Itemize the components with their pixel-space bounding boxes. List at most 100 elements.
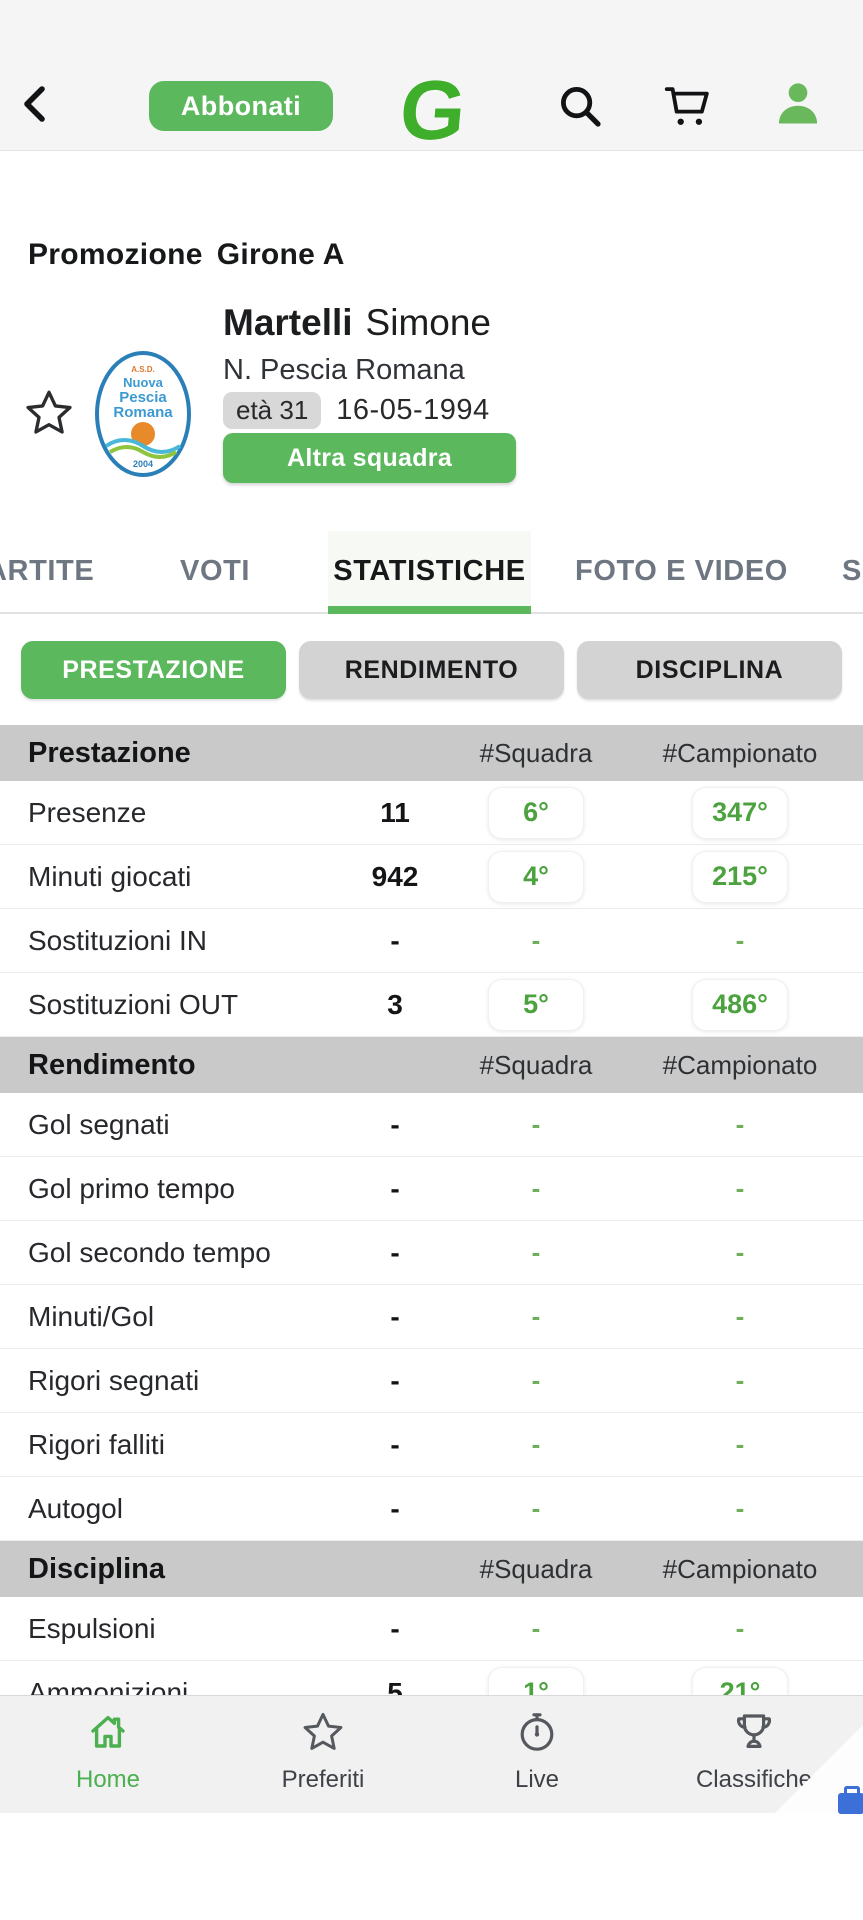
top-header: Abbonati G (0, 0, 863, 157)
rank-empty: - (735, 1613, 745, 1643)
nav-label: Home (75, 1766, 141, 1793)
row-value: - (390, 1300, 400, 1332)
nav-label: Live (514, 1766, 560, 1793)
row-label: Sostituzioni IN (28, 924, 207, 956)
tab-next-partial[interactable]: SU (842, 555, 863, 587)
rank-empty: - (735, 1429, 745, 1459)
rank-pill: 5° (488, 978, 584, 1031)
col-header-squadra: #Squadra (479, 1553, 593, 1584)
rank-empty: - (735, 1109, 745, 1139)
favorite-star-icon[interactable] (22, 386, 76, 440)
rank-empty: - (531, 1173, 541, 1203)
rank-pill: 215° (692, 850, 788, 903)
row-label: Rigori falliti (28, 1428, 165, 1460)
stats-table: Prestazione #Squadra #Campionato Presenz… (0, 725, 863, 1725)
table-row: Sostituzioni OUT 3 5° 486° (0, 973, 863, 1037)
nav-live[interactable]: Live (452, 1708, 622, 1794)
trophy-icon (730, 1708, 778, 1761)
col-header-campionato: #Campionato (662, 737, 818, 768)
row-label: Gol primo tempo (28, 1172, 235, 1204)
rank-empty: - (735, 1301, 745, 1331)
tab-statistiche[interactable]: STATISTICHE (328, 531, 531, 614)
subtab-disciplina[interactable]: DISCIPLINA (577, 641, 842, 699)
col-header-squadra: #Squadra (479, 1049, 593, 1080)
rank-pill: 347° (692, 786, 788, 839)
row-label: Gol secondo tempo (28, 1236, 271, 1268)
subtab-rendimento[interactable]: RENDIMENTO (299, 641, 564, 699)
rank-empty: - (735, 1237, 745, 1267)
row-value: 942 (371, 860, 419, 892)
nav-preferiti[interactable]: Preferiti (238, 1708, 408, 1794)
stat-filter-bar: PRESTAZIONE RENDIMENTO DISCIPLINA (0, 641, 863, 699)
nav-home[interactable]: Home (23, 1708, 193, 1794)
row-label: Sostituzioni OUT (28, 988, 239, 1020)
table-row: Sostituzioni IN - - - (0, 909, 863, 973)
stopwatch-icon (513, 1708, 561, 1761)
app-logo[interactable]: G (396, 62, 470, 157)
rank-pill: 6° (488, 786, 584, 839)
badge-year: 2004 (133, 459, 153, 469)
col-header-squadra: #Squadra (479, 737, 593, 768)
star-icon (299, 1708, 347, 1761)
tab-voti[interactable]: VOTI (180, 555, 251, 587)
row-value: 3 (387, 988, 403, 1020)
tab-partite[interactable]: ARTITE (0, 555, 95, 587)
rank-empty: - (531, 925, 541, 955)
rank-pill: 4° (488, 850, 584, 903)
row-label: Autogol (28, 1492, 123, 1524)
table-row: Espulsioni - - - (0, 1597, 863, 1661)
row-value: - (390, 1492, 400, 1524)
table-row: Gol segnati - - - (0, 1093, 863, 1157)
row-label: Gol segnati (28, 1108, 170, 1140)
row-value: - (390, 1172, 400, 1204)
rank-empty: - (735, 925, 745, 955)
table-row: Minuti/Gol - - - (0, 1285, 863, 1349)
col-header-campionato: #Campionato (662, 1553, 818, 1584)
table-row: Gol secondo tempo - - - (0, 1221, 863, 1285)
row-label: Minuti giocati (28, 860, 192, 892)
birth-date: 16-05-1994 (336, 394, 490, 426)
other-team-button[interactable]: Altra squadra (223, 433, 516, 483)
back-icon[interactable] (12, 80, 60, 128)
profile-icon[interactable] (772, 77, 824, 131)
rank-empty: - (531, 1429, 541, 1459)
subtab-prestazione[interactable]: PRESTAZIONE (21, 641, 286, 699)
row-value: - (390, 1236, 400, 1268)
badge-line3: Romana (113, 404, 173, 421)
section-title: Rendimento (28, 1048, 196, 1081)
subscribe-button[interactable]: Abbonati (149, 81, 333, 131)
section-title: Disciplina (28, 1552, 165, 1585)
row-value: - (390, 1428, 400, 1460)
col-header-campionato: #Campionato (662, 1049, 818, 1080)
tab-foto-e-video[interactable]: FOTO E VIDEO (575, 555, 788, 587)
league-name: Promozione (28, 238, 203, 271)
rank-empty: - (531, 1301, 541, 1331)
rank-empty: - (531, 1493, 541, 1523)
svg-text:A.S.D.: A.S.D. (131, 365, 155, 374)
search-icon[interactable] (556, 82, 604, 130)
player-age-row: età 31 16-05-1994 (223, 392, 490, 429)
player-team: N. Pescia Romana (223, 354, 465, 386)
cart-icon[interactable] (660, 79, 714, 133)
rank-empty: - (531, 1365, 541, 1395)
row-label: Presenze (28, 796, 147, 828)
section-header-prestazione: Prestazione #Squadra #Campionato (0, 725, 863, 781)
row-label: Minuti/Gol (28, 1300, 155, 1332)
table-row: Rigori segnati - - - (0, 1349, 863, 1413)
row-value: 11 (380, 796, 410, 828)
badge-line2: Pescia (119, 389, 167, 406)
row-value: - (390, 1612, 400, 1644)
row-label: Rigori segnati (28, 1364, 200, 1396)
nav-label: Preferiti (281, 1766, 365, 1793)
player-last-name: Martelli (223, 302, 353, 343)
league-heading: Promozione Girone A (28, 238, 359, 272)
tab-bar: ARTITE VOTI STATISTICHE FOTO E VIDEO SU (0, 531, 863, 614)
home-icon (84, 1708, 132, 1761)
floating-briefcase-icon[interactable] (838, 1786, 863, 1814)
section-header-disciplina: Disciplina #Squadra #Campionato (0, 1541, 863, 1597)
team-badge[interactable]: A.S.D. Nuova Pescia Romana 2004 (94, 350, 192, 478)
player-first-name: Simone (365, 302, 491, 343)
rank-empty: - (735, 1365, 745, 1395)
table-row: Presenze 11 6° 347° (0, 781, 863, 845)
